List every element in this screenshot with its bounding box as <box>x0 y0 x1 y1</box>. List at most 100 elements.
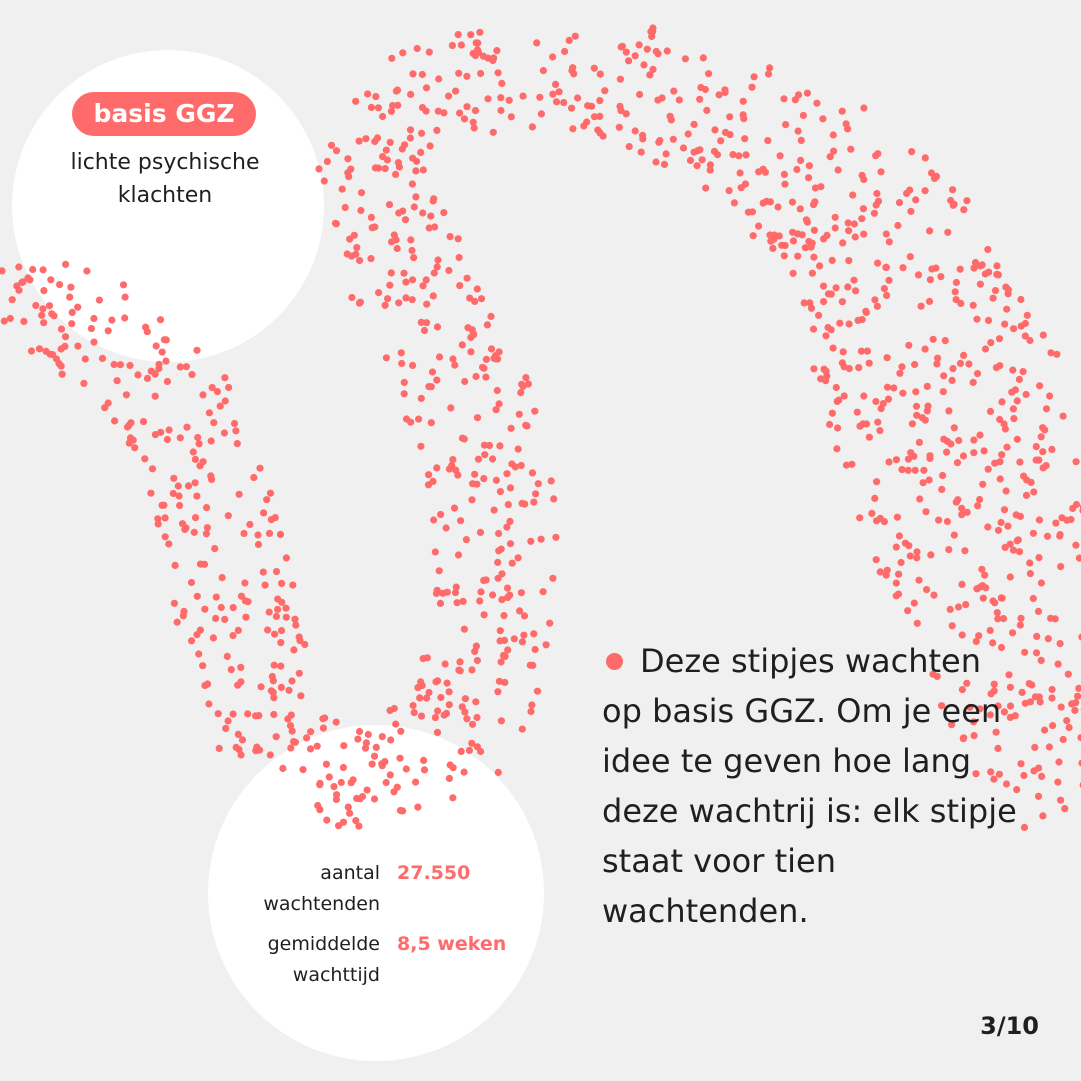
waiting-dot <box>717 137 725 145</box>
waiting-dot <box>898 363 906 371</box>
waiting-dot <box>505 96 513 104</box>
stats-circle <box>208 725 544 1061</box>
waiting-dot <box>997 518 1005 527</box>
waiting-dot <box>617 43 625 51</box>
waiting-dot <box>193 346 201 354</box>
waiting-dot <box>858 316 866 324</box>
waiting-dot <box>725 187 733 195</box>
waiting-dot <box>460 115 469 123</box>
waiting-dot <box>788 198 797 206</box>
waiting-dot <box>207 437 215 445</box>
waiting-dot <box>374 104 382 112</box>
waiting-dot <box>1013 397 1021 405</box>
waiting-dot <box>911 360 919 369</box>
waiting-dot <box>319 724 327 732</box>
waiting-dot <box>870 209 879 217</box>
waiting-dot <box>277 627 286 635</box>
waiting-dot <box>797 136 805 144</box>
waiting-dot <box>396 754 404 762</box>
waiting-dot <box>1036 382 1044 390</box>
waiting-dot <box>468 496 476 504</box>
waiting-dot <box>885 458 893 466</box>
waiting-dot <box>823 372 831 380</box>
waiting-dot <box>66 293 74 301</box>
waiting-dot <box>986 711 995 719</box>
waiting-dot <box>892 543 900 551</box>
waiting-dot <box>218 574 226 582</box>
waiting-dot <box>726 113 734 121</box>
waiting-dot <box>847 145 855 153</box>
waiting-dot <box>429 197 437 205</box>
waiting-dot <box>925 476 933 484</box>
waiting-dot <box>643 45 651 53</box>
waiting-dot <box>973 315 981 323</box>
waiting-dot <box>923 586 931 594</box>
waiting-dot <box>461 695 469 703</box>
waiting-dot <box>976 495 984 504</box>
waiting-dot <box>131 444 139 452</box>
waiting-dot <box>387 107 395 115</box>
waiting-dot <box>1021 699 1029 707</box>
waiting-dot <box>793 165 801 174</box>
waiting-dot <box>413 44 421 53</box>
waiting-dot <box>434 707 442 715</box>
waiting-dot <box>29 265 37 274</box>
waiting-dot <box>504 501 512 509</box>
waiting-dot <box>423 654 431 662</box>
waiting-dot <box>1006 573 1014 581</box>
waiting-dot <box>1001 425 1010 433</box>
waiting-dot <box>838 298 847 306</box>
waiting-dot <box>981 345 990 353</box>
waiting-dot <box>800 299 808 307</box>
waiting-dot <box>874 259 882 267</box>
waiting-dot <box>355 822 363 830</box>
waiting-dot <box>770 231 779 239</box>
waiting-dot <box>894 221 902 230</box>
waiting-dot <box>957 299 965 307</box>
waiting-dot <box>385 201 394 209</box>
waiting-dot <box>932 264 940 272</box>
waiting-dot <box>161 533 169 541</box>
waiting-dot <box>469 480 477 488</box>
waiting-dot <box>392 720 400 728</box>
waiting-dot <box>354 735 362 743</box>
waiting-dot <box>1077 734 1081 742</box>
waiting-dot <box>715 91 723 99</box>
waiting-dot <box>352 97 360 105</box>
waiting-dot <box>1030 767 1038 775</box>
waiting-dot <box>381 165 389 173</box>
waiting-dot <box>926 276 935 284</box>
waiting-dot <box>417 712 426 720</box>
waiting-dot <box>456 658 464 666</box>
waiting-dot <box>338 185 346 193</box>
waiting-dot <box>402 278 410 286</box>
waiting-dot <box>662 150 670 158</box>
waiting-dot <box>495 348 503 356</box>
waiting-dot <box>1048 445 1056 453</box>
waiting-dot <box>498 79 506 87</box>
waiting-dot <box>417 318 425 326</box>
waiting-dot <box>362 135 370 143</box>
waiting-dot <box>265 529 274 538</box>
waiting-dot <box>277 639 285 647</box>
waiting-dot <box>698 156 706 164</box>
waiting-dot <box>769 244 777 252</box>
waiting-dot <box>1026 336 1034 345</box>
waiting-dot <box>184 482 193 490</box>
waiting-dot <box>966 703 974 711</box>
waiting-dot <box>271 630 279 638</box>
waiting-dot <box>203 524 211 532</box>
waiting-dot <box>462 536 470 544</box>
waiting-dot <box>503 584 512 592</box>
waiting-dot <box>221 374 229 382</box>
waiting-dot <box>1016 458 1024 466</box>
waiting-dot <box>906 552 914 560</box>
waiting-dot <box>907 449 915 457</box>
waiting-dot <box>1009 629 1017 637</box>
waiting-dot <box>963 197 971 205</box>
waiting-dot <box>873 517 881 525</box>
waiting-dot <box>1059 412 1067 420</box>
waiting-dot <box>898 466 906 474</box>
waiting-dot <box>454 551 463 559</box>
waiting-dot <box>175 492 183 500</box>
